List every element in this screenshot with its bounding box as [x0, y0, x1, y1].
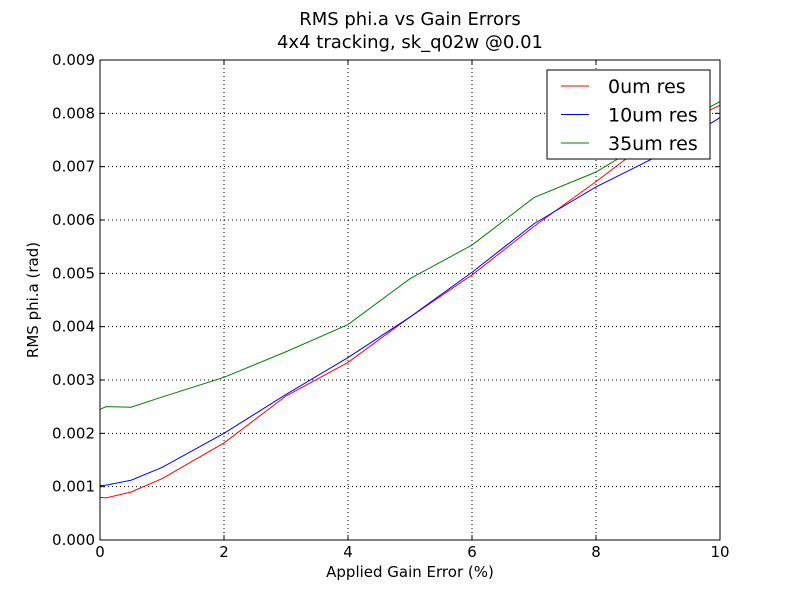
- chart-subtitle: 4x4 tracking, sk_q02w @0.01: [277, 32, 543, 53]
- series-line-0: [99, 104, 721, 499]
- x-tick-label: 4: [343, 543, 353, 561]
- y-tick-label: 0.002: [52, 424, 95, 442]
- y-tick-label: 0.007: [52, 158, 95, 176]
- y-tick-label: 0.003: [52, 371, 95, 389]
- y-tick-label: 0.008: [52, 104, 95, 122]
- y-tick-label: 0.004: [52, 318, 95, 336]
- y-tick-label: 0.006: [52, 211, 95, 229]
- x-tick-label: 8: [591, 543, 601, 561]
- legend: 0um res 10um res 35um res: [546, 69, 711, 160]
- x-tick-label: 6: [467, 543, 477, 561]
- axis-tick-labels: 0 2 4 6 8 10 0.000 0.001 0.002 0.003 0.004 0.005 0.0…: [52, 51, 730, 561]
- y-axis-label: RMS phi.a (rad): [24, 242, 42, 358]
- y-tick-label: 0.000: [52, 531, 95, 549]
- legend-label-0: 0um res: [608, 76, 686, 98]
- x-tick-label: 10: [710, 543, 729, 561]
- axis-ticks: [99, 59, 721, 541]
- legend-label-1: 10um res: [608, 105, 698, 127]
- x-tick-label: 2: [219, 543, 229, 561]
- series-lines: [99, 101, 721, 499]
- x-axis-label: Applied Gain Error (%): [326, 563, 494, 581]
- x-tick-label: 0: [95, 543, 105, 561]
- chart-title: RMS phi.a vs Gain Errors: [299, 9, 521, 30]
- y-tick-label: 0.001: [52, 478, 95, 496]
- series-line-2: [99, 101, 721, 410]
- legend-label-2: 35um res: [608, 133, 698, 155]
- y-tick-label: 0.009: [52, 51, 95, 69]
- plot-area: [99, 59, 721, 541]
- series-line-1: [99, 117, 721, 487]
- y-tick-label: 0.005: [52, 264, 95, 282]
